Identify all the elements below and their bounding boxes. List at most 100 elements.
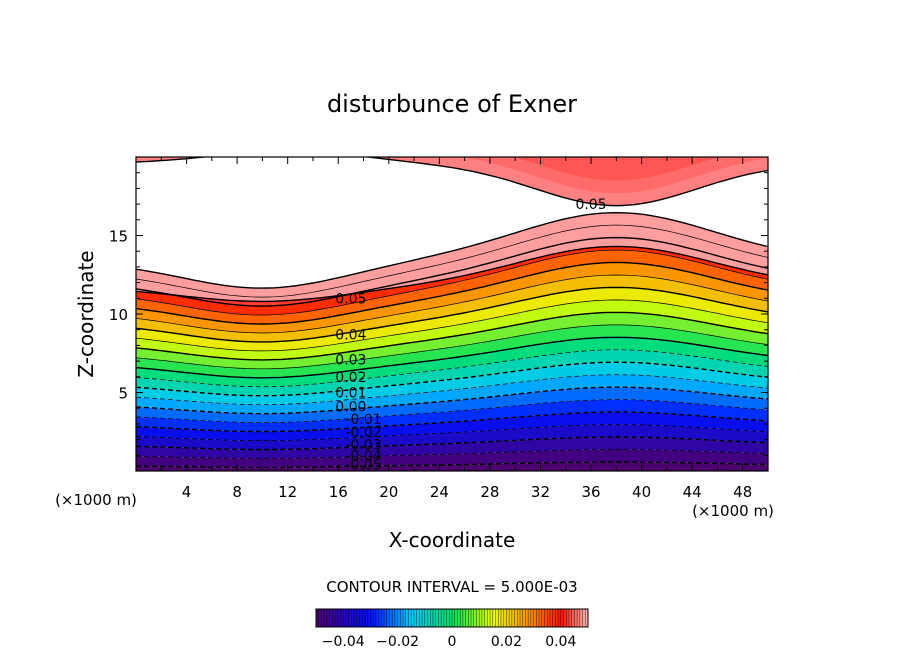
x-tick-label: 36 <box>581 483 600 501</box>
colorbar-cell <box>321 609 325 627</box>
colorbar-cell <box>449 609 453 627</box>
contour-band <box>136 299 768 360</box>
y-axis-label: Z-coordinate <box>74 250 98 377</box>
colorbar-cell <box>316 609 320 627</box>
colorbar-cell <box>405 609 409 627</box>
contour-line <box>136 399 768 423</box>
colorbar-cell <box>373 609 377 627</box>
colorbar-cell <box>492 609 496 627</box>
contour-line <box>136 157 768 207</box>
contour-label: 0.05 <box>335 291 366 307</box>
colorbar-cell <box>484 609 488 627</box>
x-tick-label: 20 <box>379 483 398 501</box>
colorbar-cell <box>473 609 477 627</box>
colorbar-cell <box>381 609 385 627</box>
colorbar-cell <box>408 609 412 627</box>
colorbar-cell <box>403 609 407 627</box>
colorbar-cell <box>375 609 379 627</box>
colorbar-cell <box>577 609 581 627</box>
contour-band <box>136 374 768 414</box>
colorbar-cell <box>397 609 401 627</box>
colorbar-cell <box>547 609 551 627</box>
contour-label: 0.01 <box>335 386 366 402</box>
x-tick-label: 28 <box>480 483 499 501</box>
contour-line <box>136 274 768 334</box>
colorbar-frame <box>315 608 589 628</box>
colorbar-cell <box>465 609 469 627</box>
colorbar-cell <box>511 609 515 627</box>
colorbar-cell <box>552 609 556 627</box>
contour-band <box>136 362 768 405</box>
colorbar-cell <box>386 609 390 627</box>
colorbar-cell <box>481 609 485 627</box>
x-tick-label: 4 <box>182 483 192 501</box>
colorbar-cell <box>525 609 529 627</box>
contour-band <box>136 449 768 468</box>
colorbar-cell <box>427 609 431 627</box>
x-tick-label: 24 <box>430 483 449 501</box>
colorbar-cell <box>356 609 360 627</box>
colorbar-cell <box>471 609 475 627</box>
contour-label-text: 0.02 <box>335 370 366 386</box>
contour-line <box>136 224 768 298</box>
contour-label-text: -0.02 <box>345 425 381 441</box>
colorbar-cell <box>413 609 417 627</box>
contour-band <box>136 324 768 378</box>
y-tick-label: 15 <box>109 228 128 246</box>
colorbar-tick-label: −0.02 <box>376 634 419 650</box>
colorbar-cell <box>359 609 363 627</box>
colorbar-cell <box>574 609 578 627</box>
contour-band <box>514 157 719 181</box>
colorbar-cell <box>392 609 396 627</box>
contour-label-text: 0.04 <box>335 327 366 343</box>
contour-line <box>136 461 768 469</box>
colorbar-cell <box>335 609 339 627</box>
contour-label: -0.01 <box>345 412 381 428</box>
colorbar-cell <box>490 609 494 627</box>
contour-line <box>136 349 768 388</box>
colorbar-cell <box>520 609 524 627</box>
colorbar-cell <box>435 609 439 627</box>
contour-line <box>136 436 768 451</box>
colorbar-cell <box>514 609 518 627</box>
colorbar-cell <box>378 609 382 627</box>
contour-labels: 0.050.050.040.030.020.010.00-0.01-0.02-0… <box>335 197 606 474</box>
contour-label: -0.03 <box>345 437 381 453</box>
contour-label-text: 0.00 <box>335 400 366 416</box>
colorbar-cell <box>509 609 513 627</box>
colorbar-cell <box>541 609 545 627</box>
contour-line <box>136 245 768 303</box>
contour-label: 0.02 <box>335 370 366 386</box>
colorbar-cell <box>460 609 464 627</box>
colorbar-cell <box>422 609 426 627</box>
colorbar-cell <box>566 609 570 627</box>
colorbar-cell <box>498 609 502 627</box>
colorbar-cell <box>468 609 472 627</box>
contour-band <box>136 462 768 471</box>
contour-label-text: -0.01 <box>345 412 381 428</box>
colorbar-cell <box>443 609 447 627</box>
contour-line <box>136 424 768 441</box>
y-tick-label: 5 <box>118 385 128 403</box>
plot-area <box>136 157 768 471</box>
colorbar-cell <box>424 609 428 627</box>
contour-line <box>136 211 768 289</box>
contour-band <box>136 349 768 396</box>
colorbar-cell <box>389 609 393 627</box>
contour-label-text: 0.03 <box>335 353 366 369</box>
colorbar-cell <box>351 609 355 627</box>
contour-band <box>136 287 768 351</box>
contour-label-text: -0.05 <box>345 458 381 474</box>
colorbar-cell <box>457 609 461 627</box>
colorbar-tick-label: 0.02 <box>491 634 522 650</box>
x-axis-label: X-coordinate <box>389 528 516 552</box>
colorbar-cell <box>476 609 480 627</box>
colorbar-cell <box>544 609 548 627</box>
contour-line <box>136 299 768 352</box>
contour-label: 0.05 <box>575 197 606 213</box>
colorbar-cell <box>452 609 456 627</box>
colorbar-cell <box>585 609 589 627</box>
contour-band <box>136 262 768 333</box>
colorbar-cell <box>354 609 358 627</box>
colorbar-cell <box>571 609 575 627</box>
